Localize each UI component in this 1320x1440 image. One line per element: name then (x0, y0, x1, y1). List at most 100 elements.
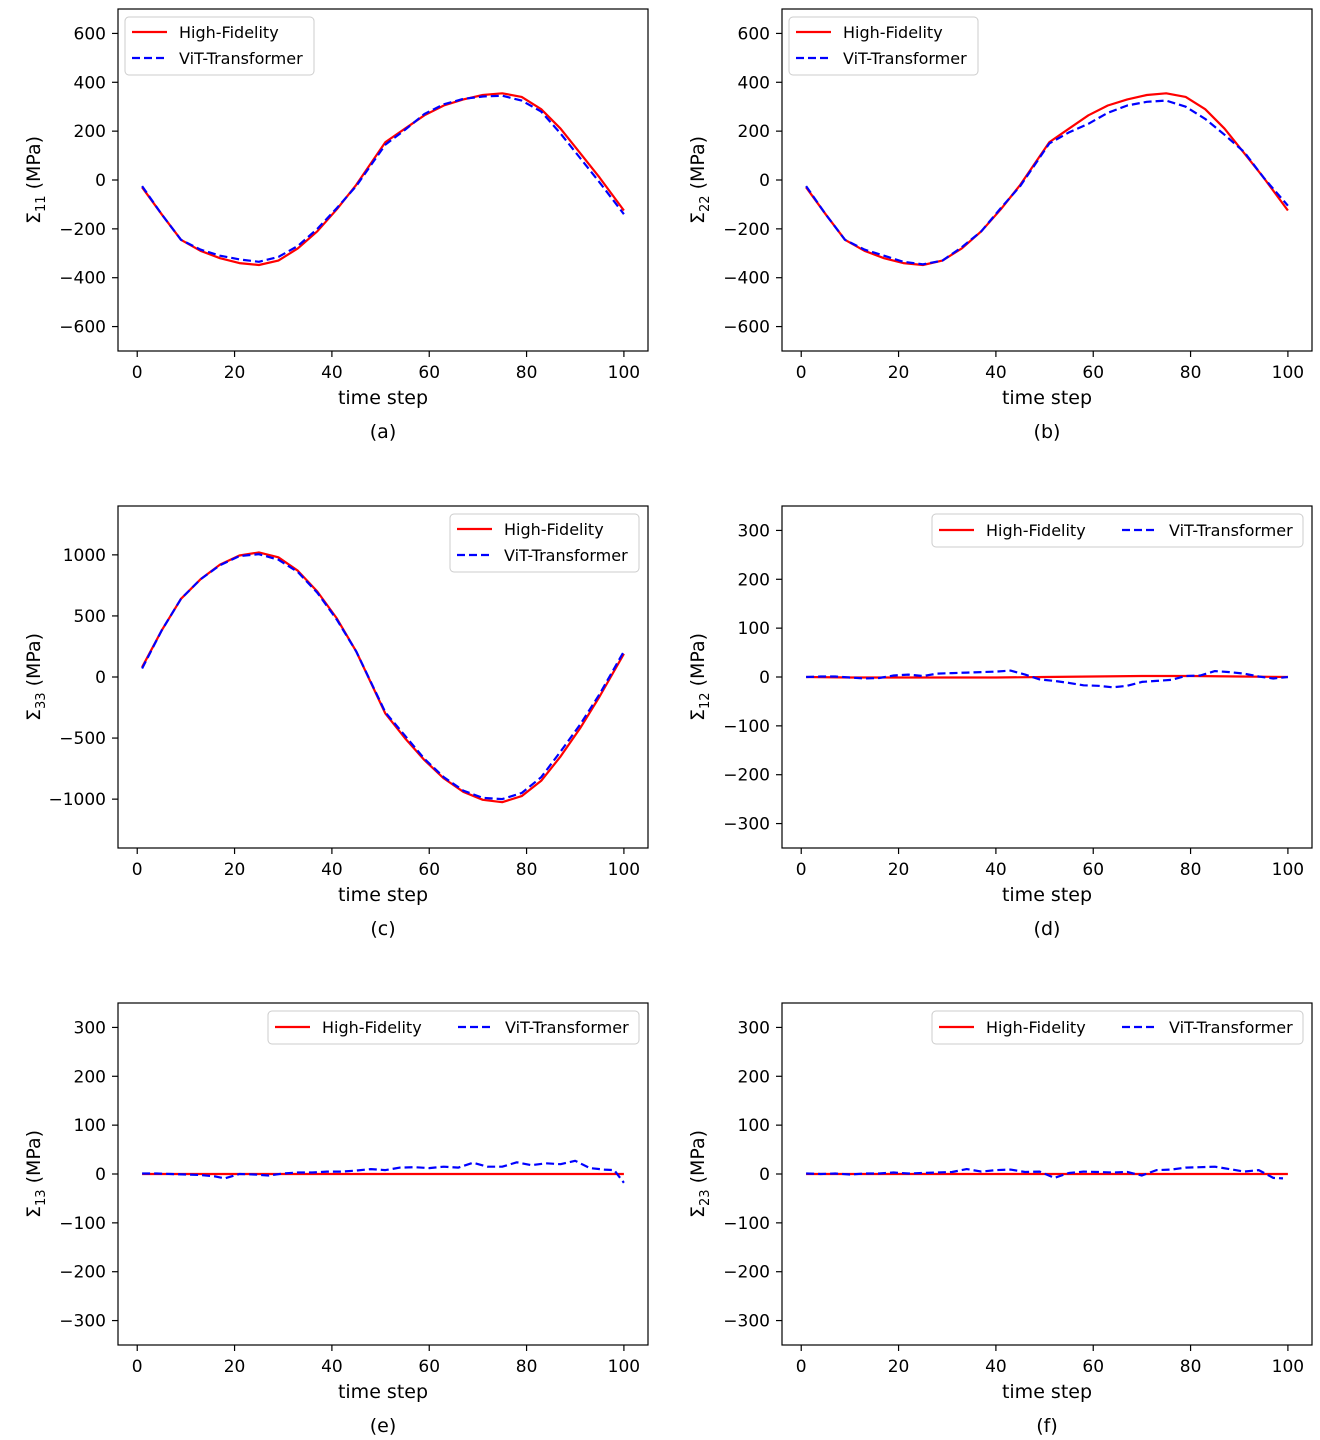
y-tick-label: −200 (723, 220, 770, 240)
x-tick-label: 80 (1180, 1357, 1202, 1377)
y-tick-label: 300 (738, 1018, 770, 1038)
y-tick-label: −400 (723, 269, 770, 289)
x-tick-label: 100 (608, 1357, 640, 1377)
y-tick-label: −300 (59, 1312, 106, 1332)
legend: High-Fidelity ViT-Transformer (931, 513, 1304, 548)
legend: High-Fidelity ViT-Transformer (267, 1010, 640, 1045)
legend-vit-label: ViT-Transformer (1169, 1018, 1293, 1037)
legend: High-Fidelity ViT-Transformer (788, 16, 979, 76)
y-tick-label: 200 (74, 1067, 106, 1087)
y-tick-label: −300 (723, 815, 770, 835)
x-tick-label: 20 (888, 860, 910, 880)
legend: High-Fidelity ViT-Transformer (449, 513, 640, 573)
legend: High-Fidelity ViT-Transformer (931, 1010, 1304, 1045)
panel-b: 0 20 40 60 80 100 −600 −400 −200 0 200 400 600 time s… (687, 8, 1313, 443)
y-tick-label: −600 (59, 318, 106, 338)
x-tick-label: 100 (1272, 363, 1304, 383)
panel-f: 0 20 40 60 80 100 −300 −200 −100 0 100 200 300 time s… (687, 1002, 1313, 1437)
y-tick-label: −400 (59, 269, 106, 289)
axes-frame (117, 1002, 649, 1346)
x-tick-label: 100 (1272, 1357, 1304, 1377)
x-tick-label: 20 (224, 860, 246, 880)
y-tick-label: −100 (59, 1214, 106, 1234)
legend-vit-label: ViT-Transformer (843, 49, 967, 68)
y-tick-label: −200 (723, 766, 770, 786)
legend-vit-label: ViT-Transformer (504, 546, 628, 565)
x-tick-label: 20 (224, 1357, 246, 1377)
x-tick-label: 60 (1082, 860, 1104, 880)
y-axis-label: Σ23 (MPa) (687, 1130, 713, 1218)
panel-c: 0 20 40 60 80 100 −1000 −500 0 500 1000 time step Σ3… (23, 505, 649, 940)
legend-vit-label: ViT-Transformer (179, 49, 303, 68)
panel-caption: (c) (370, 918, 395, 940)
x-tick-label: 80 (1180, 860, 1202, 880)
y-tick-label: 600 (738, 24, 770, 44)
legend-hf-label: High-Fidelity (504, 520, 604, 539)
x-axis-label: time step (1002, 387, 1092, 409)
y-tick-label: 500 (74, 607, 106, 627)
legend-box (267, 1010, 640, 1045)
series-vit-transformer (142, 1159, 625, 1184)
legend-hf-label: High-Fidelity (843, 23, 943, 42)
y-tick-label: 100 (738, 1116, 770, 1136)
x-tick-label: 80 (1180, 363, 1202, 383)
y-tick-label: 100 (74, 1116, 106, 1136)
x-tick-label: 20 (888, 363, 910, 383)
panel-caption: (e) (370, 1415, 397, 1437)
y-tick-label: 300 (74, 1018, 106, 1038)
legend-vit-label: ViT-Transformer (505, 1018, 629, 1037)
series-vit-transformer (806, 669, 1289, 689)
legend-hf-label: High-Fidelity (322, 1018, 422, 1037)
series-high-fidelity (805, 92, 1289, 267)
x-tick-label: 80 (516, 363, 538, 383)
x-tick-label: 60 (418, 1357, 440, 1377)
y-tick-label: −200 (59, 1263, 106, 1283)
y-axis-label: Σ22 (MPa) (687, 136, 713, 224)
panel-a: 0 20 40 60 80 100 −600 −400 −200 0 200 400 600 time s… (23, 8, 649, 443)
x-tick-label: 0 (796, 1357, 807, 1377)
y-tick-label: 200 (738, 570, 770, 590)
legend-box (788, 16, 979, 76)
axes-frame (117, 8, 649, 352)
legend-hf-label: High-Fidelity (986, 521, 1086, 540)
y-tick-label: 0 (759, 668, 770, 688)
x-tick-label: 100 (608, 860, 640, 880)
y-tick-label: 1000 (63, 546, 106, 566)
series-vit-transformer (141, 553, 625, 801)
x-axis-label: time step (1002, 884, 1092, 906)
panel-e: 0 20 40 60 80 100 −300 −200 −100 0 100 200 300 time s… (23, 1002, 649, 1437)
legend-box (931, 513, 1304, 548)
x-axis-label: time step (338, 884, 428, 906)
panel-d: 0 20 40 60 80 100 −300 −200 −100 0 100 200 300 time s… (687, 505, 1313, 940)
x-tick-label: 40 (985, 860, 1007, 880)
y-tick-label: 200 (74, 122, 106, 142)
y-tick-label: −200 (723, 1263, 770, 1283)
x-tick-label: 0 (796, 363, 807, 383)
legend-box (931, 1010, 1304, 1045)
y-tick-label: 0 (759, 1165, 770, 1185)
y-tick-label: −1000 (48, 790, 106, 810)
x-tick-label: 80 (516, 860, 538, 880)
y-tick-label: 200 (738, 122, 770, 142)
x-tick-label: 60 (1082, 363, 1104, 383)
legend: High-Fidelity ViT-Transformer (124, 16, 315, 76)
x-tick-label: 40 (321, 363, 343, 383)
x-axis-label: time step (338, 1381, 428, 1403)
x-tick-label: 40 (985, 363, 1007, 383)
x-tick-label: 0 (796, 860, 807, 880)
series-vit-transformer (141, 94, 625, 263)
y-tick-label: 0 (95, 668, 106, 688)
y-axis-label: Σ12 (MPa) (687, 633, 713, 721)
y-tick-label: 0 (95, 1165, 106, 1185)
y-tick-label: 0 (95, 171, 106, 191)
panel-caption: (d) (1034, 918, 1061, 940)
x-tick-label: 60 (418, 363, 440, 383)
x-tick-label: 40 (321, 860, 343, 880)
y-tick-label: −600 (723, 318, 770, 338)
y-tick-label: 300 (738, 521, 770, 541)
y-axis-label: Σ11 (MPa) (23, 136, 49, 224)
x-tick-label: 0 (132, 363, 143, 383)
y-tick-label: −200 (59, 220, 106, 240)
axes-frame (781, 505, 1313, 849)
